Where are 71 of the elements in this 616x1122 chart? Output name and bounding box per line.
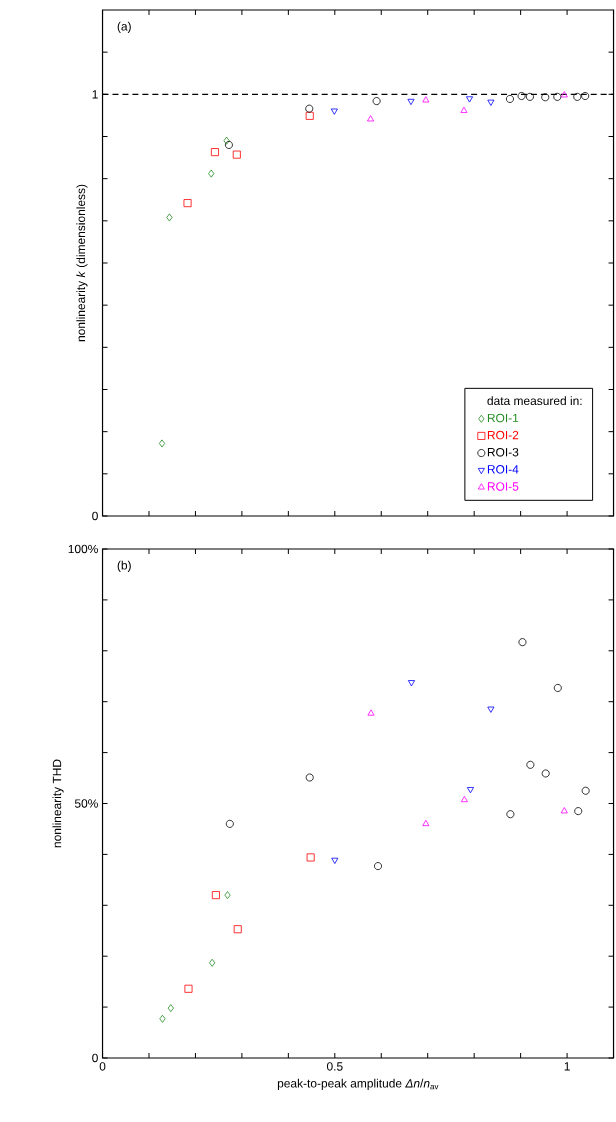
point bbox=[561, 807, 569, 814]
point bbox=[305, 111, 314, 120]
point bbox=[581, 786, 590, 795]
point bbox=[184, 984, 193, 993]
point bbox=[561, 91, 569, 98]
point bbox=[331, 857, 339, 864]
point bbox=[226, 819, 235, 828]
point bbox=[526, 760, 535, 769]
x-tick-label: 1 bbox=[564, 1062, 571, 1071]
point bbox=[183, 199, 192, 208]
point bbox=[487, 99, 495, 106]
point bbox=[159, 439, 166, 448]
point bbox=[225, 140, 234, 149]
point bbox=[422, 96, 430, 103]
point bbox=[374, 862, 383, 871]
x-tick-label: 0.5 bbox=[327, 1062, 343, 1071]
point bbox=[233, 150, 242, 159]
point bbox=[526, 92, 535, 101]
point bbox=[331, 108, 339, 115]
point bbox=[166, 213, 173, 222]
point bbox=[518, 638, 527, 647]
legend-label: ROI-5 bbox=[488, 482, 519, 491]
y-tick-label: 100% bbox=[68, 544, 99, 554]
point bbox=[573, 92, 582, 101]
point bbox=[233, 925, 242, 934]
point bbox=[305, 773, 314, 782]
annotation: (b) bbox=[117, 560, 132, 572]
point bbox=[541, 769, 550, 778]
point bbox=[541, 93, 550, 102]
point bbox=[517, 92, 526, 100]
point bbox=[574, 807, 583, 816]
x-axis-title: peak-to-peak amplitude Δn/n$_{av}$ bbox=[278, 1078, 439, 1090]
x-tick-label: 0 bbox=[99, 1062, 106, 1071]
legend-label: ROI-3 bbox=[488, 447, 519, 457]
point bbox=[367, 709, 375, 716]
point bbox=[212, 891, 221, 900]
point bbox=[209, 958, 216, 967]
y-tick-label: 0 bbox=[92, 511, 99, 521]
point bbox=[487, 706, 495, 713]
point bbox=[224, 891, 231, 900]
point bbox=[167, 1004, 175, 1013]
legend-title: data measured in: bbox=[487, 396, 582, 406]
point bbox=[422, 819, 430, 827]
point bbox=[407, 98, 415, 106]
point bbox=[506, 810, 515, 819]
point bbox=[460, 106, 468, 113]
legend-label: ROI-4 bbox=[488, 465, 519, 474]
point bbox=[554, 683, 563, 692]
point bbox=[466, 96, 474, 103]
y-axis-title: nonlinearity THD bbox=[52, 759, 64, 848]
annotation: (a) bbox=[117, 21, 132, 33]
point bbox=[553, 92, 562, 101]
y-tick-label: 50% bbox=[75, 799, 99, 808]
point bbox=[159, 1014, 166, 1023]
legend-label: ROI-1 bbox=[488, 413, 519, 423]
point bbox=[306, 853, 315, 862]
y-tick-label: 0 bbox=[92, 1053, 99, 1063]
point bbox=[506, 94, 515, 103]
y-axis-title: nonlinearity k (dimensionless) bbox=[76, 184, 88, 342]
point bbox=[408, 680, 416, 687]
point bbox=[367, 115, 375, 122]
point bbox=[211, 148, 220, 157]
point bbox=[208, 169, 215, 178]
point bbox=[461, 795, 469, 803]
point bbox=[581, 92, 590, 100]
y-tick-label: 1 bbox=[92, 90, 98, 99]
legend-label: ROI-2 bbox=[488, 430, 519, 440]
point bbox=[305, 104, 314, 113]
point bbox=[467, 787, 475, 794]
point bbox=[223, 136, 230, 145]
point bbox=[372, 97, 381, 106]
